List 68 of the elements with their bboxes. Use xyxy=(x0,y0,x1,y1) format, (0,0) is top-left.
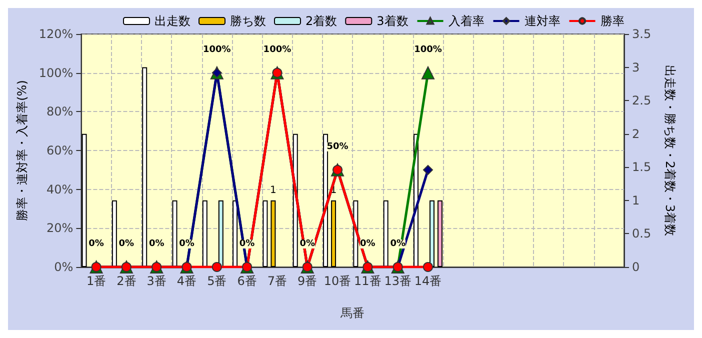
point xyxy=(423,262,433,272)
y-tick-label: 20% xyxy=(46,221,74,236)
data-label: 0% xyxy=(179,239,194,249)
legend-label: 入着率 xyxy=(448,14,484,28)
y2-tick-label: 3 xyxy=(632,60,640,74)
y-tick-label: 40% xyxy=(46,182,74,196)
legend-label: 連対率 xyxy=(524,14,560,28)
bar xyxy=(383,200,388,267)
data-label: 0% xyxy=(88,239,104,249)
bar xyxy=(331,200,336,267)
y-tick-label: 60% xyxy=(46,144,74,158)
bar xyxy=(323,134,328,267)
x-tick-label: 4番 xyxy=(176,274,197,288)
y2-tick-label: 0 xyxy=(632,260,640,274)
y2-tick-label: 2 xyxy=(632,126,640,141)
bar xyxy=(172,200,178,267)
data-label: 1 xyxy=(270,184,276,196)
y2-tick-label: 3.5 xyxy=(632,27,652,41)
data-label: 0% xyxy=(148,239,164,249)
y2-axis-title: 出走数・勝ち数・2着数・3着数 xyxy=(663,64,677,236)
data-label: 0% xyxy=(300,239,316,249)
x-tick-label: 13番 xyxy=(384,274,412,288)
data-label: 0% xyxy=(390,239,406,249)
bar xyxy=(429,200,434,267)
y2-tick-label: 1.5 xyxy=(632,160,652,174)
point xyxy=(421,66,434,80)
data-label: 100% xyxy=(203,44,231,55)
bar xyxy=(437,200,442,267)
x-tick-label: 10番 xyxy=(324,274,352,288)
x-tick-label: 6番 xyxy=(237,274,257,288)
legend-label: 3着数 xyxy=(376,14,408,28)
bar xyxy=(112,200,117,267)
x-tick-label: 9番 xyxy=(298,274,318,288)
legend-label: 2着数 xyxy=(306,14,338,28)
y-tick-label: 100% xyxy=(38,66,74,80)
legend-label: 出走数 xyxy=(154,14,190,28)
data-label: 0% xyxy=(239,239,255,249)
y-tick-label: 120% xyxy=(38,27,74,41)
bar xyxy=(270,200,276,267)
x-tick-label: 7番 xyxy=(267,274,288,288)
data-label: 100% xyxy=(263,44,292,55)
x-tick-label: 11番 xyxy=(354,274,382,288)
bar xyxy=(82,134,87,267)
x-tick-label: 14番 xyxy=(414,274,442,288)
y2-tick-label: 2.5 xyxy=(632,94,652,108)
data-label: 100% xyxy=(414,44,442,55)
y2-tick-label: 1 xyxy=(632,193,640,208)
y2-tick-label: 0.5 xyxy=(632,226,652,241)
x-tick-label: 1番 xyxy=(86,274,106,288)
x-axis-title: 馬番 xyxy=(340,306,365,320)
y-tick-label: 80% xyxy=(46,104,74,119)
bar xyxy=(202,200,208,267)
bar xyxy=(218,200,224,267)
y-tick-label: 0% xyxy=(54,260,74,274)
data-label: 50% xyxy=(326,142,348,152)
x-tick-label: 3番 xyxy=(146,274,166,288)
bar xyxy=(262,200,268,267)
bar xyxy=(232,200,238,267)
point xyxy=(422,164,433,175)
x-tick-label: 2番 xyxy=(116,274,136,288)
y-axis-title: 勝率・連対率・入着率(%) xyxy=(15,80,29,221)
data-label: 0% xyxy=(360,239,376,249)
point xyxy=(212,262,222,272)
x-tick-label: 5番 xyxy=(207,274,227,288)
bar xyxy=(142,67,148,267)
legend-label: 勝ち数 xyxy=(230,14,266,28)
data-label: 0% xyxy=(118,239,134,249)
legend-label: 勝率 xyxy=(600,14,624,28)
